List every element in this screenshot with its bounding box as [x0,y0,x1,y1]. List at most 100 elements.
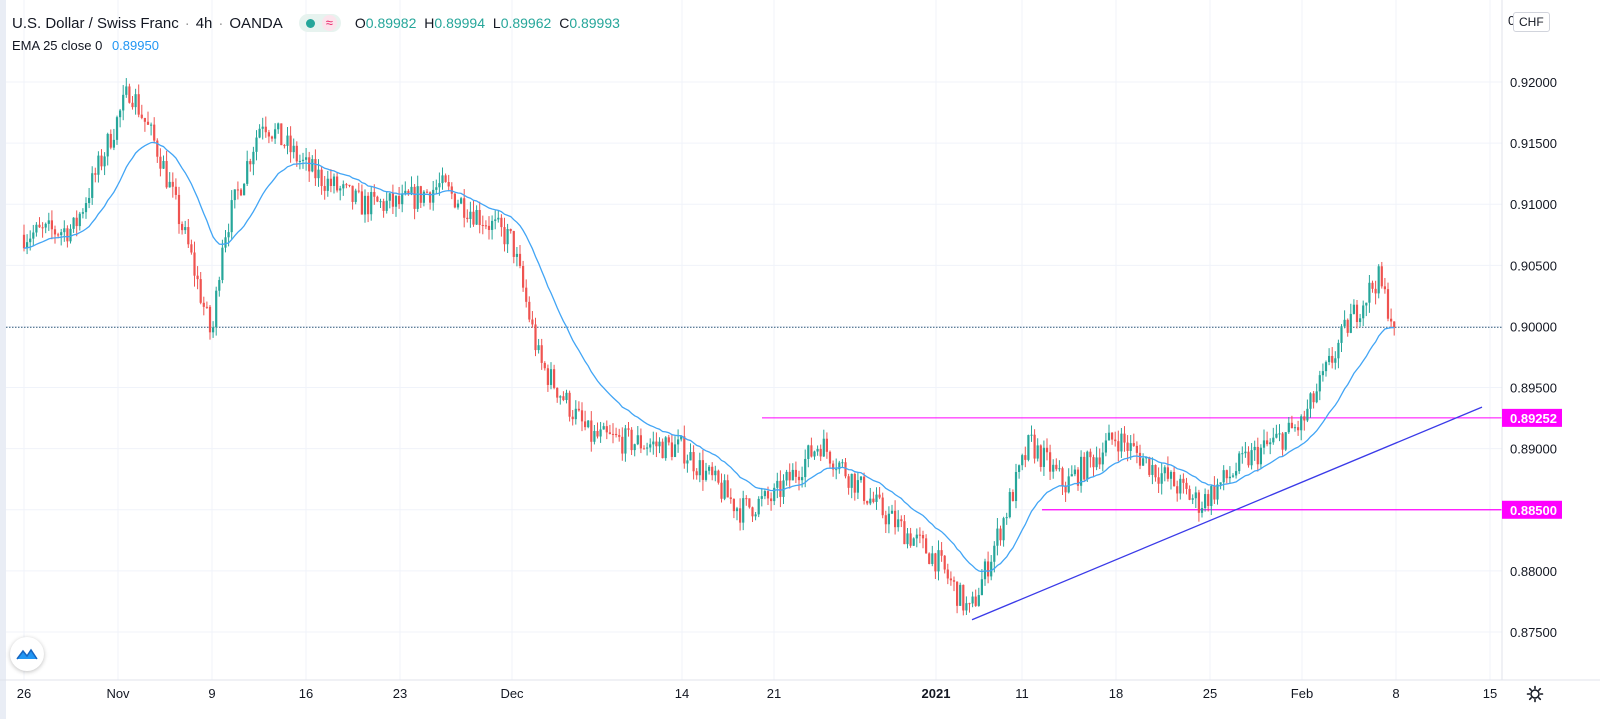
candle-body [342,184,345,189]
candle-body [1005,517,1008,519]
candle-body [745,498,748,500]
candle-body [822,438,825,457]
candle-body [556,387,559,398]
settings-gear-icon[interactable] [1524,683,1546,705]
candle-body [1014,471,1018,502]
candle-body [41,227,44,229]
candle-body [1213,486,1216,500]
candle-body [993,545,996,562]
candle-body [472,211,475,225]
left-toolbar-strip [0,0,6,719]
candle-body [1256,446,1259,465]
status-pill[interactable]: ≈ [298,14,341,32]
candle-body [720,482,723,499]
candle-body [181,224,184,231]
candle-body [50,220,53,230]
candle-body [171,181,174,187]
ema-line-group [23,141,1395,573]
candle-body [903,521,906,545]
candle-body [807,445,810,459]
candle-body [438,183,441,188]
candle-body [1080,456,1083,486]
candle-body [751,507,754,517]
candle-body [1055,464,1058,470]
candle-body [270,136,274,139]
candle-body [140,114,143,118]
candle-body [115,117,119,140]
candle-body [832,463,835,470]
candle-body [1132,443,1135,446]
candle-body [125,86,128,95]
interval-label[interactable]: 4h [195,14,213,32]
currency-badge[interactable]: CHF [1513,12,1550,32]
candle-body [289,135,292,153]
open-value: 0.89982 [365,15,417,31]
candle-body [1290,422,1293,429]
candle-body [363,195,367,215]
candle-body [193,252,196,276]
candle-body [69,228,72,242]
candle-body [1086,451,1089,480]
candle-body [1349,313,1352,333]
candle-body [339,188,342,191]
candle-body [593,431,596,442]
candle-body [1346,319,1349,333]
replay-wave-icon[interactable]: ≈ [321,15,337,31]
candle-body [667,437,670,443]
candle-body [695,471,698,476]
candle-body [1185,482,1188,489]
candle-body [491,220,494,230]
candle-body [497,217,500,220]
candle-body [336,176,339,191]
candle-body [754,514,757,517]
level-price-tag [1502,500,1562,519]
candle-body [1355,304,1359,323]
candle-body [1275,433,1278,438]
candle-body [119,110,122,118]
candle-body [757,498,760,515]
candle-body [94,173,97,175]
candle-body [38,224,41,228]
candle-body [134,94,137,108]
candle-body [1117,441,1120,452]
chart-legend-header: U.S. Dollar / Swiss Franc · 4h · OANDA ≈… [12,12,624,34]
candle-body [239,189,243,196]
candle-body [1390,318,1393,322]
candle-body [150,124,153,126]
candle-body [314,159,317,179]
candle-body [900,519,903,522]
candle-body [326,178,329,191]
candle-body [915,534,918,539]
candle-body [1049,452,1052,472]
candle-body [1154,465,1157,478]
candle-body [72,217,75,229]
candle-body [1269,442,1272,445]
candle-body [1297,427,1300,431]
high-value: 0.89994 [434,15,485,31]
x-tick-label: Feb [1291,686,1313,701]
candle-body [661,441,664,459]
candle-body [174,186,177,195]
candle-body [146,121,150,125]
candle-body [1018,465,1021,472]
candle-body [673,444,677,457]
indicator-legend[interactable]: EMA 25 close 0 0.89950 [12,38,159,53]
candle-body [956,581,959,606]
candle-body [559,396,562,398]
candle-body [81,212,84,214]
trendline[interactable] [971,406,1483,621]
candle-body [739,508,742,523]
symbol-name[interactable]: U.S. Dollar / Swiss Franc [12,14,179,32]
candle-body [221,247,224,281]
candle-body [329,178,332,186]
candle-body [1058,468,1061,470]
low-label: L [492,15,501,31]
candle-body [965,603,968,611]
candle-body [735,508,739,512]
candle-body [252,151,255,165]
candle-body [165,160,168,188]
candle-body [943,555,946,570]
tradingview-logo-icon[interactable] [10,637,44,671]
